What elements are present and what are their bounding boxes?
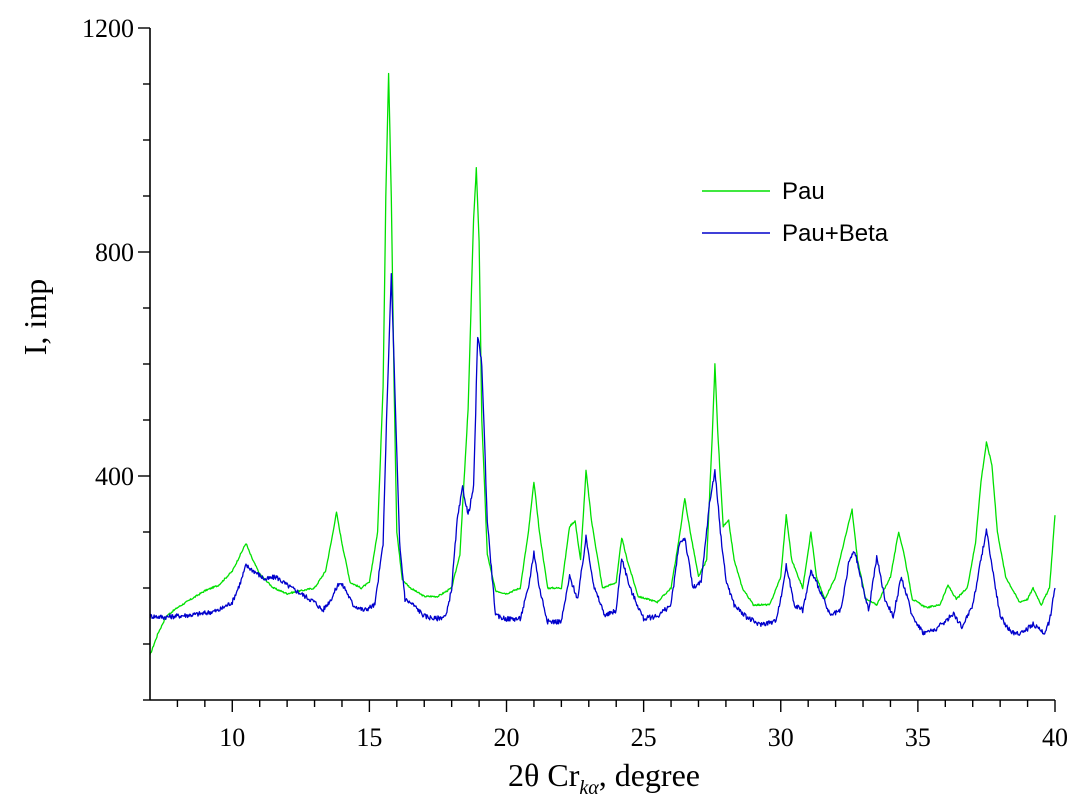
x-axis-title-tail: , degree bbox=[599, 757, 700, 793]
x-axis-title-subscript: kα bbox=[579, 777, 599, 799]
x-tick-label: 30 bbox=[768, 723, 794, 752]
x-tick-label: 20 bbox=[494, 723, 520, 752]
x-tick-label: 10 bbox=[219, 723, 245, 752]
legend-label-pau-beta: Pau+Beta bbox=[782, 220, 889, 247]
x-tick-label: 25 bbox=[631, 723, 657, 752]
series-line-pau bbox=[149, 72, 1056, 655]
x-tick-label: 40 bbox=[1042, 723, 1068, 752]
legend: Pau Pau+Beta bbox=[702, 178, 889, 247]
y-tick-label: 1200 bbox=[82, 14, 134, 43]
x-axis-title: 2θ Crkα, degree bbox=[508, 757, 700, 799]
x-axis-title-main: 2θ Cr bbox=[508, 757, 580, 793]
series-line-pau-beta bbox=[149, 272, 1056, 636]
axes bbox=[149, 28, 1055, 701]
legend-label-pau: Pau bbox=[782, 178, 825, 205]
y-tick-label: 400 bbox=[95, 462, 134, 491]
x-tick-label: 35 bbox=[905, 723, 931, 752]
series-layer bbox=[149, 72, 1056, 655]
y-axis-title: I, imp bbox=[17, 279, 53, 355]
tick-layer: 10 15 20 25 30 35 40 400 800 1200 bbox=[82, 14, 1068, 752]
x-tick-label: 15 bbox=[356, 723, 382, 752]
y-tick-label: 800 bbox=[95, 238, 134, 267]
